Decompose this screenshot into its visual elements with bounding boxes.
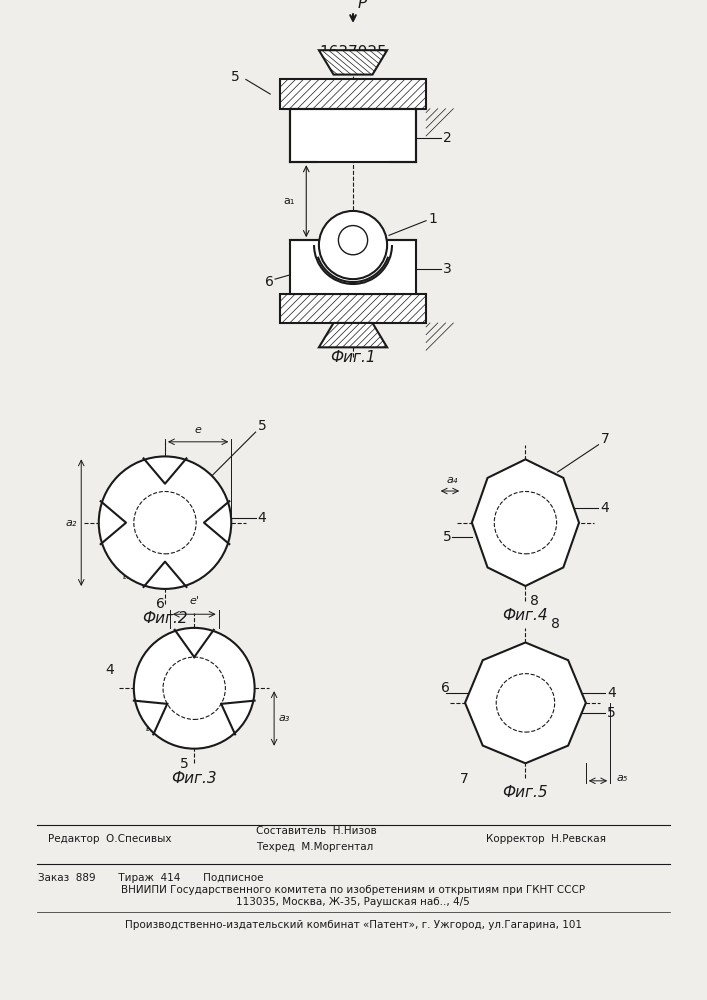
- Text: 5: 5: [607, 706, 616, 720]
- Text: P: P: [358, 0, 367, 11]
- Text: c₃: c₃: [175, 671, 185, 681]
- Text: 5: 5: [257, 419, 267, 433]
- Text: Фиг.4: Фиг.4: [503, 608, 548, 623]
- Text: b₂: b₂: [142, 526, 153, 536]
- Text: c₅: c₅: [511, 700, 520, 710]
- Text: c₂: c₂: [168, 526, 177, 536]
- Text: 5: 5: [443, 530, 451, 544]
- Text: c₄: c₄: [526, 500, 535, 510]
- Polygon shape: [319, 323, 387, 347]
- Text: b₅: b₅: [503, 685, 513, 695]
- Text: 6: 6: [156, 597, 165, 611]
- Text: 8: 8: [530, 594, 539, 608]
- Bar: [280, 79, 426, 109]
- Text: 5: 5: [231, 70, 240, 84]
- Text: 1: 1: [428, 212, 437, 226]
- Text: 6: 6: [265, 275, 274, 289]
- Text: 7: 7: [600, 432, 609, 446]
- Text: 4: 4: [607, 686, 616, 700]
- Text: 4: 4: [257, 511, 267, 525]
- Text: 4: 4: [399, 259, 407, 273]
- Text: b₄: b₄: [525, 520, 535, 530]
- Text: 1637925: 1637925: [319, 45, 387, 60]
- Text: b₁: b₁: [329, 245, 339, 255]
- Text: b₃: b₃: [197, 671, 207, 681]
- Ellipse shape: [99, 456, 231, 589]
- Polygon shape: [465, 642, 586, 763]
- Text: 2: 2: [443, 131, 451, 145]
- Text: ℓ₁: ℓ₁: [122, 571, 130, 581]
- Circle shape: [339, 226, 368, 255]
- Bar: [290, 109, 416, 162]
- Bar: [290, 240, 416, 294]
- Text: 4: 4: [105, 663, 114, 677]
- Text: 5: 5: [180, 757, 189, 771]
- Text: e': e': [189, 596, 199, 606]
- Text: Производственно-издательский комбинат «Патент», г. Ужгород, ул.Гагарина, 101: Производственно-издательский комбинат «П…: [124, 920, 582, 930]
- Text: Фиг.2: Фиг.2: [142, 611, 188, 626]
- Text: e: e: [194, 425, 201, 435]
- Text: Корректор  Н.Ревская: Корректор Н.Ревская: [486, 834, 607, 844]
- Text: Редактор  О.Спесивых: Редактор О.Спесивых: [48, 834, 172, 844]
- Text: c₁: c₁: [356, 245, 366, 255]
- Text: Техред  М.Моргентал: Техред М.Моргентал: [256, 842, 373, 852]
- Text: 113035, Москва, Ж-35, Раушская наб.., 4/5: 113035, Москва, Ж-35, Раушская наб.., 4/…: [236, 897, 470, 907]
- Bar: [280, 294, 426, 323]
- Text: a₂: a₂: [66, 518, 77, 528]
- Text: Фиг.1: Фиг.1: [330, 350, 376, 365]
- Text: ℓ'₁: ℓ'₁: [145, 723, 156, 733]
- Text: 3: 3: [443, 262, 451, 276]
- Polygon shape: [319, 50, 387, 75]
- Text: Заказ  889       Тираж  414       Подписное: Заказ 889 Тираж 414 Подписное: [38, 873, 264, 883]
- Text: 4: 4: [600, 501, 609, 515]
- Text: 8: 8: [551, 617, 560, 631]
- Text: Фиг.5: Фиг.5: [503, 785, 548, 800]
- Text: ВНИИПИ Государственного комитета по изобретениям и открытиям при ГКНТ СССР: ВНИИПИ Государственного комитета по изоб…: [121, 885, 585, 895]
- Circle shape: [319, 211, 387, 279]
- Text: Фиг.3: Фиг.3: [171, 771, 217, 786]
- Text: 6: 6: [440, 681, 450, 695]
- Polygon shape: [472, 459, 579, 586]
- Text: a₅: a₅: [617, 773, 629, 783]
- Text: a₁: a₁: [284, 196, 295, 206]
- Text: 7: 7: [460, 772, 469, 786]
- Circle shape: [134, 628, 255, 749]
- Text: a₃: a₃: [279, 713, 291, 723]
- Text: Составитель  Н.Низов: Составитель Н.Низов: [256, 826, 376, 836]
- Text: ℓ'₂: ℓ'₂: [214, 723, 224, 733]
- Text: a₄: a₄: [447, 475, 458, 485]
- Text: ℓ₂: ℓ₂: [190, 571, 198, 581]
